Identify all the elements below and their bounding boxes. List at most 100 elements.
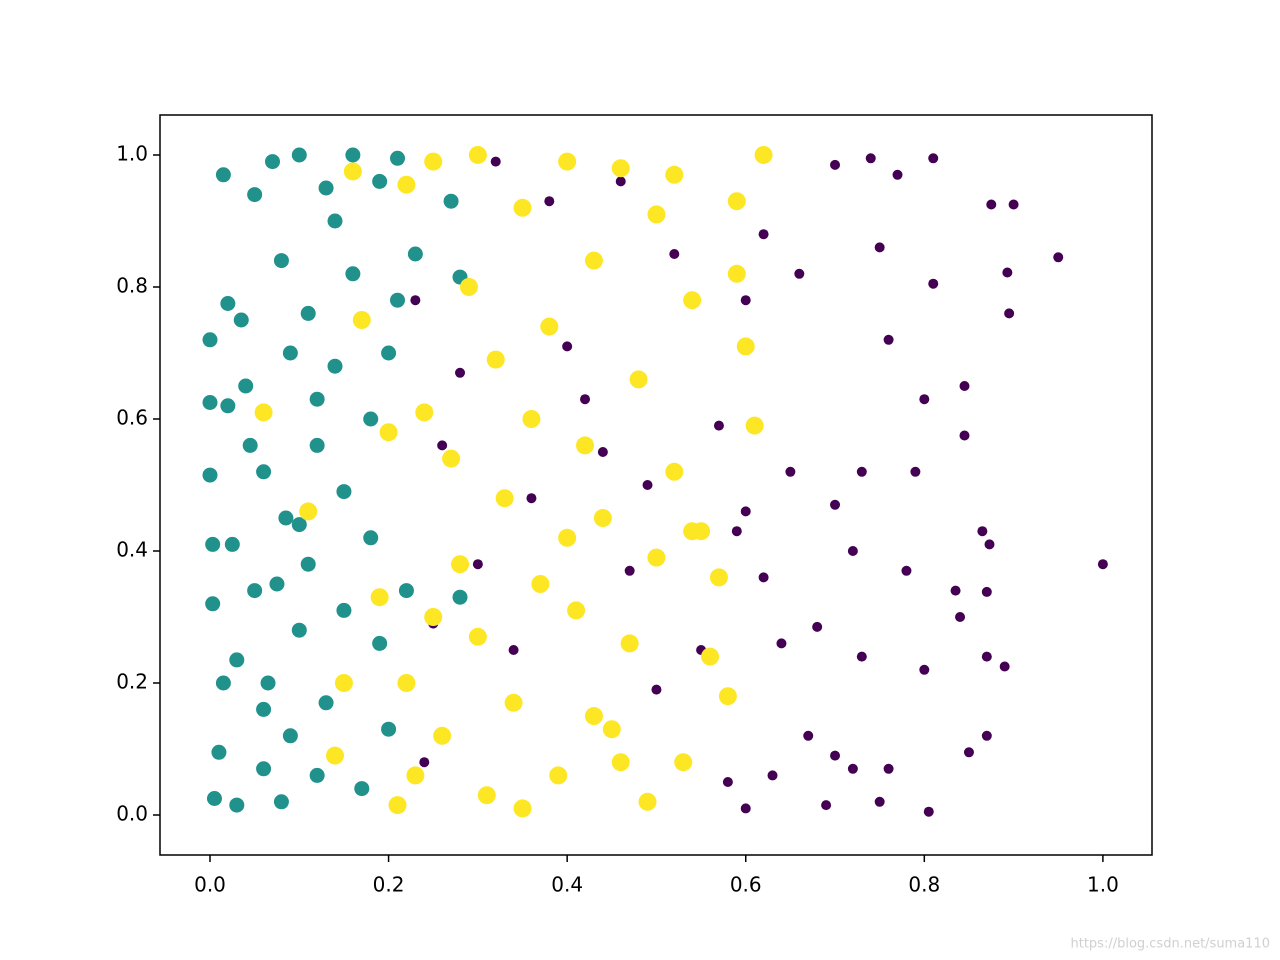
point: [526, 493, 537, 504]
point: [354, 781, 370, 797]
point: [950, 585, 961, 596]
point: [647, 548, 666, 567]
point: [300, 556, 316, 572]
point: [345, 147, 361, 163]
y-tick-label: 0.8: [116, 273, 148, 297]
point: [327, 213, 343, 229]
point: [674, 753, 693, 772]
point: [490, 156, 501, 167]
point: [785, 466, 796, 477]
point: [718, 687, 737, 706]
point: [291, 622, 307, 638]
point: [928, 153, 939, 164]
point: [1053, 252, 1064, 263]
point: [1002, 267, 1013, 278]
point: [727, 192, 746, 211]
point: [229, 652, 245, 668]
point: [265, 154, 281, 170]
x-tick-label: 0.8: [908, 873, 940, 897]
point: [468, 627, 487, 646]
point: [830, 159, 841, 170]
point: [549, 766, 568, 785]
point: [651, 684, 662, 695]
point: [830, 499, 841, 510]
point: [981, 586, 992, 597]
point: [776, 638, 787, 649]
point: [701, 647, 720, 666]
point: [372, 173, 388, 189]
point: [256, 761, 272, 777]
point: [455, 367, 466, 378]
watermark: https://blog.csdn.net/suma110: [1070, 937, 1270, 952]
point: [665, 165, 684, 184]
point: [602, 720, 621, 739]
point: [220, 295, 236, 311]
point: [794, 268, 805, 279]
point: [531, 575, 550, 594]
point: [229, 797, 245, 813]
point: [437, 440, 448, 451]
point: [928, 278, 939, 289]
point: [326, 746, 345, 765]
point: [254, 403, 273, 422]
point: [233, 312, 249, 328]
point: [522, 409, 541, 428]
point: [345, 266, 361, 282]
point: [334, 674, 353, 693]
x-tick-label: 0.4: [551, 873, 583, 897]
point: [424, 152, 443, 171]
point: [758, 572, 769, 583]
point: [318, 695, 334, 711]
point: [291, 517, 307, 533]
point: [923, 806, 934, 817]
x-tick-label: 1.0: [1087, 873, 1119, 897]
point: [709, 568, 728, 587]
plot-frame: [159, 114, 1153, 856]
point: [273, 253, 289, 269]
point: [291, 147, 307, 163]
point: [205, 596, 221, 612]
point: [211, 744, 227, 760]
x-tick-label: 0.0: [194, 873, 226, 897]
point: [883, 763, 894, 774]
point: [740, 506, 751, 517]
point: [611, 753, 630, 772]
point: [273, 794, 289, 810]
point: [419, 757, 430, 768]
point: [919, 664, 930, 675]
y-tick-label: 0.6: [116, 405, 148, 429]
point: [874, 242, 885, 253]
point: [901, 565, 912, 576]
point: [495, 489, 514, 508]
point: [959, 430, 970, 441]
point: [683, 522, 702, 541]
point: [202, 394, 218, 410]
point: [999, 661, 1010, 672]
point: [513, 799, 532, 818]
y-tick-label: 0.0: [116, 802, 148, 826]
point: [611, 159, 630, 178]
point: [812, 621, 823, 632]
point: [336, 602, 352, 618]
point: [665, 462, 684, 481]
point: [407, 246, 423, 262]
point: [874, 796, 885, 807]
point: [205, 536, 221, 552]
point: [856, 466, 867, 477]
point: [381, 721, 397, 737]
point: [468, 145, 487, 164]
point: [504, 693, 523, 712]
point: [508, 645, 519, 656]
point: [256, 701, 272, 717]
point: [883, 334, 894, 345]
point: [615, 176, 626, 187]
point: [247, 187, 263, 203]
point: [847, 546, 858, 557]
y-tick-label: 0.2: [116, 670, 148, 694]
point: [343, 162, 362, 181]
point: [727, 264, 746, 283]
point: [388, 796, 407, 815]
point: [451, 555, 470, 574]
y-tick-label: 0.4: [116, 538, 148, 562]
point: [669, 248, 680, 259]
